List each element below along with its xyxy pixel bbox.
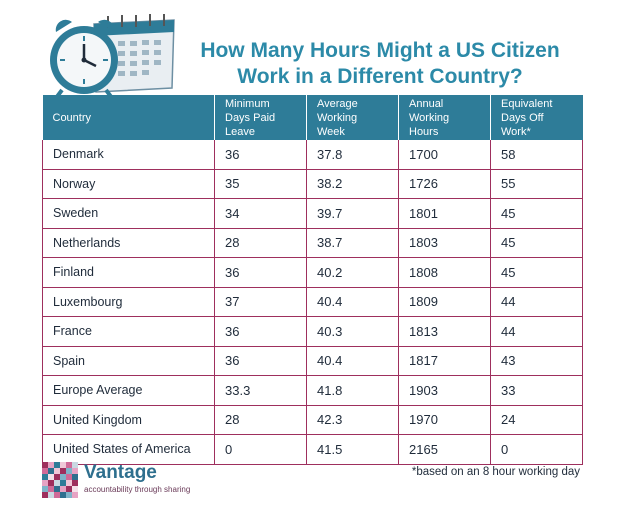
cell-country: Netherlands [42, 228, 215, 258]
hours-table-container: Country Minimum Days Paid Leave Average … [42, 95, 583, 465]
table-row: United States of America 0 41.5 2165 0 [42, 434, 583, 465]
cell-country: Spain [42, 346, 215, 376]
cell-avg-week: 41.8 [306, 375, 399, 406]
cell-equiv-days: 24 [490, 405, 583, 435]
cell-avg-week: 40.4 [306, 287, 399, 317]
cell-equiv-days: 45 [490, 228, 583, 258]
cell-annual-hours: 1726 [398, 169, 491, 199]
cell-min-days: 28 [214, 228, 307, 258]
table-row: Spain 36 40.4 1817 43 [42, 346, 583, 376]
header-avg-week: Average Working Week [306, 95, 399, 140]
brand-tagline: accountability through sharing [84, 485, 191, 494]
cell-avg-week: 40.2 [306, 257, 399, 288]
cell-annual-hours: 1817 [398, 346, 491, 376]
cell-min-days: 28 [214, 405, 307, 435]
page-title: How Many Hours Might a US Citizen Work i… [190, 38, 570, 90]
cell-annual-hours: 1809 [398, 287, 491, 317]
cell-country: Norway [42, 169, 215, 199]
cell-min-days: 33.3 [214, 375, 307, 406]
cell-equiv-days: 44 [490, 287, 583, 317]
clock-calendar-illustration [50, 14, 175, 100]
cell-min-days: 36 [214, 257, 307, 288]
cell-equiv-days: 45 [490, 257, 583, 288]
table-row: Netherlands 28 38.7 1803 45 [42, 228, 583, 258]
header-annual-hours: Annual Working Hours [398, 95, 491, 140]
cell-country: Europe Average [42, 375, 215, 406]
table-header-row: Country Minimum Days Paid Leave Average … [42, 95, 583, 140]
cell-equiv-days: 55 [490, 169, 583, 199]
header-equiv-days: Equivalent Days Off Work* [490, 95, 583, 140]
vantage-brand: Vantage accountability through sharing [42, 462, 202, 502]
header-country: Country [42, 95, 215, 140]
brand-name: Vantage [84, 462, 157, 483]
title-line-2: Work in a Different Country? [237, 65, 523, 88]
cell-avg-week: 40.3 [306, 316, 399, 347]
table-row: United Kingdom 28 42.3 1970 24 [42, 405, 583, 435]
cell-min-days: 37 [214, 287, 307, 317]
cell-avg-week: 41.5 [306, 434, 399, 465]
cell-country: United States of America [42, 434, 215, 465]
cell-country: France [42, 316, 215, 347]
alarm-clock-icon [50, 19, 118, 100]
cell-equiv-days: 45 [490, 198, 583, 229]
header-min-days: Minimum Days Paid Leave [214, 95, 307, 140]
vantage-mosaic-logo [42, 462, 78, 498]
footnote: *based on an 8 hour working day [411, 466, 580, 478]
cell-avg-week: 38.2 [306, 169, 399, 199]
cell-avg-week: 39.7 [306, 198, 399, 229]
title-line-1: How Many Hours Might a US Citizen [200, 39, 560, 62]
cell-min-days: 36 [214, 316, 307, 347]
cell-annual-hours: 1700 [398, 140, 491, 170]
cell-annual-hours: 1808 [398, 257, 491, 288]
cell-avg-week: 38.7 [306, 228, 399, 258]
table-row: Denmark 36 37.8 1700 58 [42, 140, 583, 170]
table-row: Luxembourg 37 40.4 1809 44 [42, 287, 583, 317]
cell-country: Sweden [42, 198, 215, 229]
cell-annual-hours: 1970 [398, 405, 491, 435]
cell-annual-hours: 2165 [398, 434, 491, 465]
cell-country: United Kingdom [42, 405, 215, 435]
cell-equiv-days: 44 [490, 316, 583, 347]
cell-min-days: 35 [214, 169, 307, 199]
cell-country: Luxembourg [42, 287, 215, 317]
cell-country: Finland [42, 257, 215, 288]
table-row: Sweden 34 39.7 1801 45 [42, 198, 583, 229]
table-row: Finland 36 40.2 1808 45 [42, 257, 583, 288]
cell-min-days: 36 [214, 140, 307, 170]
cell-avg-week: 40.4 [306, 346, 399, 376]
table-row: France 36 40.3 1813 44 [42, 316, 583, 347]
cell-avg-week: 37.8 [306, 140, 399, 170]
cell-annual-hours: 1903 [398, 375, 491, 406]
hours-table: Country Minimum Days Paid Leave Average … [42, 95, 583, 465]
cell-equiv-days: 43 [490, 346, 583, 376]
cell-min-days: 34 [214, 198, 307, 229]
cell-min-days: 0 [214, 434, 307, 465]
table-row: Norway 35 38.2 1726 55 [42, 169, 583, 199]
cell-equiv-days: 33 [490, 375, 583, 406]
cell-annual-hours: 1803 [398, 228, 491, 258]
cell-equiv-days: 0 [490, 434, 583, 465]
cell-equiv-days: 58 [490, 140, 583, 170]
cell-min-days: 36 [214, 346, 307, 376]
cell-annual-hours: 1813 [398, 316, 491, 347]
cell-avg-week: 42.3 [306, 405, 399, 435]
table-row: Europe Average 33.3 41.8 1903 33 [42, 375, 583, 406]
cell-annual-hours: 1801 [398, 198, 491, 229]
cell-country: Denmark [42, 140, 215, 170]
